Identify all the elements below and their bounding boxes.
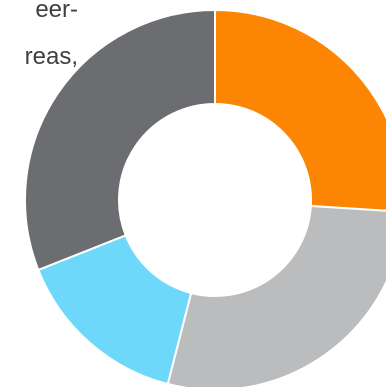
donut-slices bbox=[24, 8, 386, 387]
cropped-text-line-1: eer- bbox=[35, 0, 78, 23]
donut-slice-1 bbox=[214, 8, 386, 212]
donut-slice-4 bbox=[24, 8, 216, 272]
donut-slice-2 bbox=[166, 204, 386, 387]
cropped-text-line-2: reas, bbox=[24, 43, 78, 70]
